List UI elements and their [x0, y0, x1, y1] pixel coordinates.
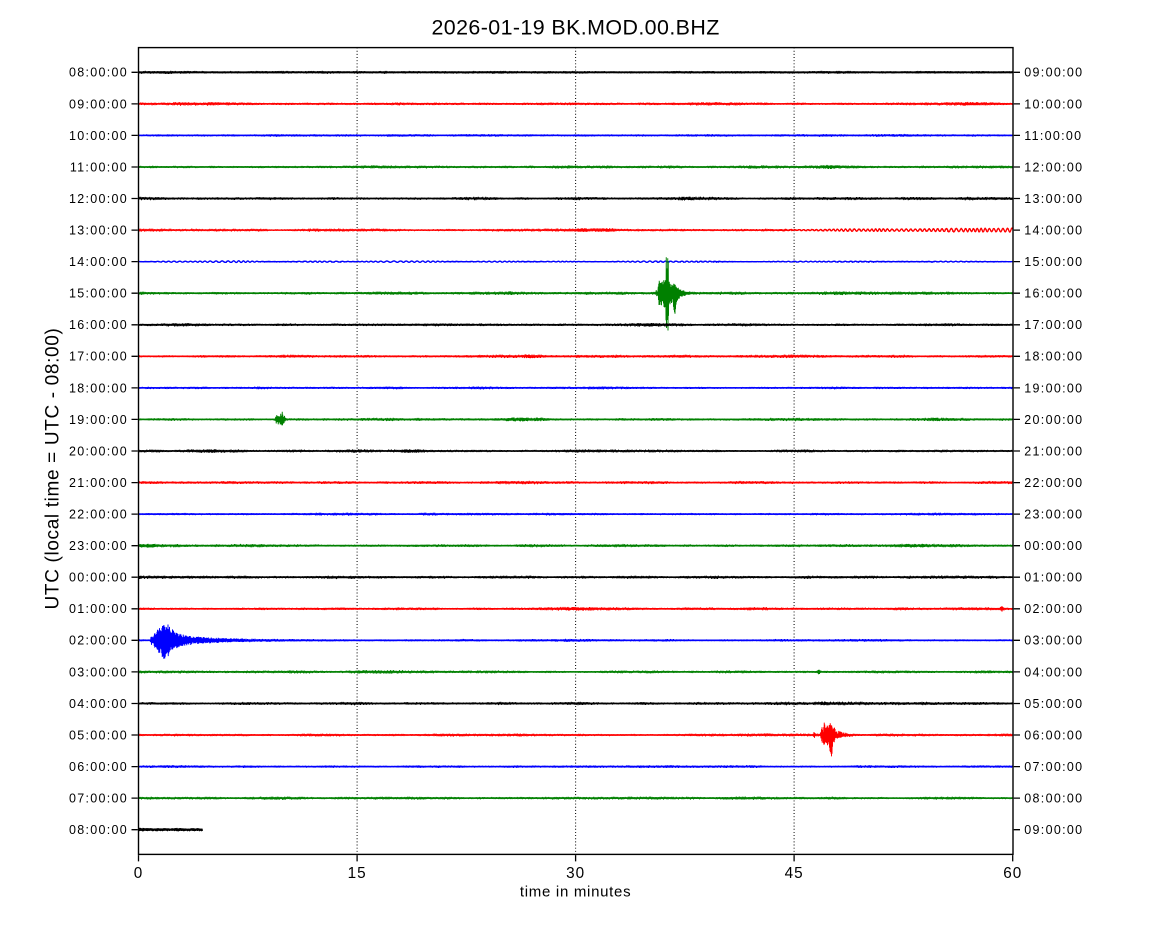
svg-text:03:00:00: 03:00:00: [69, 665, 128, 679]
svg-text:04:00:00: 04:00:00: [1024, 665, 1083, 679]
svg-text:time in minutes: time in minutes: [520, 884, 631, 901]
svg-text:45: 45: [785, 865, 804, 882]
svg-text:12:00:00: 12:00:00: [1024, 160, 1083, 174]
svg-text:10:00:00: 10:00:00: [69, 129, 128, 143]
svg-text:09:00:00: 09:00:00: [69, 97, 128, 111]
svg-text:30: 30: [566, 865, 585, 882]
svg-text:23:00:00: 23:00:00: [1024, 508, 1083, 522]
svg-text:20:00:00: 20:00:00: [69, 444, 128, 458]
svg-text:16:00:00: 16:00:00: [69, 318, 128, 332]
svg-text:13:00:00: 13:00:00: [1024, 192, 1083, 206]
svg-text:22:00:00: 22:00:00: [69, 508, 128, 522]
svg-text:01:00:00: 01:00:00: [1024, 571, 1083, 585]
svg-text:15:00:00: 15:00:00: [69, 287, 128, 301]
svg-text:04:00:00: 04:00:00: [69, 697, 128, 711]
svg-text:18:00:00: 18:00:00: [69, 381, 128, 395]
svg-text:01:00:00: 01:00:00: [69, 602, 128, 616]
svg-text:19:00:00: 19:00:00: [69, 413, 128, 427]
svg-text:09:00:00: 09:00:00: [1024, 66, 1083, 80]
svg-text:03:00:00: 03:00:00: [1024, 634, 1083, 648]
svg-text:17:00:00: 17:00:00: [69, 350, 128, 364]
svg-text:07:00:00: 07:00:00: [1024, 760, 1083, 774]
svg-text:11:00:00: 11:00:00: [1024, 129, 1082, 143]
svg-text:2026-01-19 BK.MOD.00.BHZ: 2026-01-19 BK.MOD.00.BHZ: [431, 15, 719, 39]
svg-text:15: 15: [348, 865, 367, 882]
svg-text:12:00:00: 12:00:00: [69, 192, 128, 206]
svg-text:0: 0: [134, 865, 143, 882]
svg-text:06:00:00: 06:00:00: [1024, 728, 1083, 742]
svg-text:08:00:00: 08:00:00: [69, 823, 128, 837]
svg-text:13:00:00: 13:00:00: [69, 224, 128, 238]
svg-text:00:00:00: 00:00:00: [69, 571, 128, 585]
svg-text:10:00:00: 10:00:00: [1024, 97, 1083, 111]
svg-text:08:00:00: 08:00:00: [1024, 792, 1083, 806]
svg-text:15:00:00: 15:00:00: [1024, 255, 1083, 269]
svg-text:08:00:00: 08:00:00: [69, 66, 128, 80]
svg-text:09:00:00: 09:00:00: [1024, 823, 1083, 837]
svg-text:05:00:00: 05:00:00: [1024, 697, 1083, 711]
svg-text:00:00:00: 00:00:00: [1024, 539, 1083, 553]
svg-text:02:00:00: 02:00:00: [69, 634, 128, 648]
svg-text:14:00:00: 14:00:00: [69, 255, 128, 269]
svg-text:14:00:00: 14:00:00: [1024, 224, 1083, 238]
svg-text:06:00:00: 06:00:00: [69, 760, 128, 774]
svg-text:60: 60: [1003, 865, 1022, 882]
svg-text:07:00:00: 07:00:00: [69, 792, 128, 806]
svg-text:17:00:00: 17:00:00: [1024, 318, 1083, 332]
svg-text:11:00:00: 11:00:00: [70, 160, 128, 174]
svg-text:21:00:00: 21:00:00: [69, 476, 128, 490]
svg-text:16:00:00: 16:00:00: [1024, 287, 1083, 301]
svg-text:22:00:00: 22:00:00: [1024, 476, 1083, 490]
svg-text:21:00:00: 21:00:00: [1024, 444, 1083, 458]
svg-text:18:00:00: 18:00:00: [1024, 350, 1083, 364]
svg-text:02:00:00: 02:00:00: [1024, 602, 1083, 616]
svg-text:23:00:00: 23:00:00: [69, 539, 128, 553]
svg-text:UTC (local time = UTC - 08:00): UTC (local time = UTC - 08:00): [43, 328, 64, 610]
svg-text:20:00:00: 20:00:00: [1024, 413, 1083, 427]
svg-text:19:00:00: 19:00:00: [1024, 381, 1083, 395]
svg-text:05:00:00: 05:00:00: [69, 728, 128, 742]
